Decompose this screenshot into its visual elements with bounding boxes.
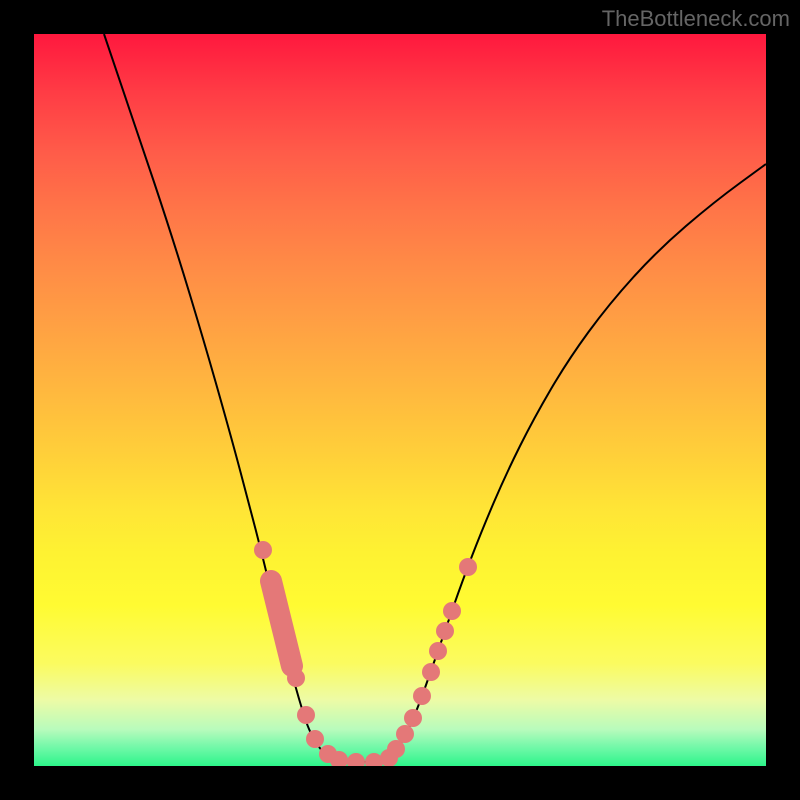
- marker-dot: [254, 541, 272, 559]
- marker-dot: [274, 625, 292, 643]
- marker-capsule: [271, 581, 292, 666]
- marker-dot: [404, 709, 422, 727]
- curve-left-branch: [104, 34, 336, 760]
- marker-dot: [459, 558, 477, 576]
- marker-dot: [387, 740, 405, 758]
- watermark-text: TheBottleneck.com: [602, 6, 790, 32]
- marker-dot: [396, 725, 414, 743]
- data-markers: [254, 541, 477, 766]
- marker-dot: [306, 730, 324, 748]
- marker-dot: [436, 622, 454, 640]
- marker-dot: [413, 687, 431, 705]
- marker-dot: [287, 669, 305, 687]
- marker-dot: [297, 706, 315, 724]
- marker-dot: [347, 753, 365, 766]
- marker-dot: [429, 642, 447, 660]
- curve-right-branch: [386, 164, 766, 761]
- chart-plot-area: [34, 34, 766, 766]
- marker-dot: [443, 602, 461, 620]
- marker-dot: [422, 663, 440, 681]
- bottleneck-curve-svg: [34, 34, 766, 766]
